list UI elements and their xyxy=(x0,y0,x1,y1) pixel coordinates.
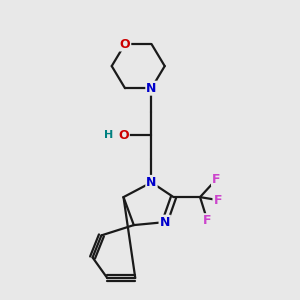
Text: H: H xyxy=(103,130,113,140)
Text: N: N xyxy=(160,216,170,229)
Text: F: F xyxy=(212,173,220,186)
Text: N: N xyxy=(146,176,157,189)
Text: F: F xyxy=(214,194,222,207)
Text: N: N xyxy=(146,82,157,95)
Text: O: O xyxy=(118,129,129,142)
Text: F: F xyxy=(203,214,212,227)
Text: O: O xyxy=(120,38,130,50)
